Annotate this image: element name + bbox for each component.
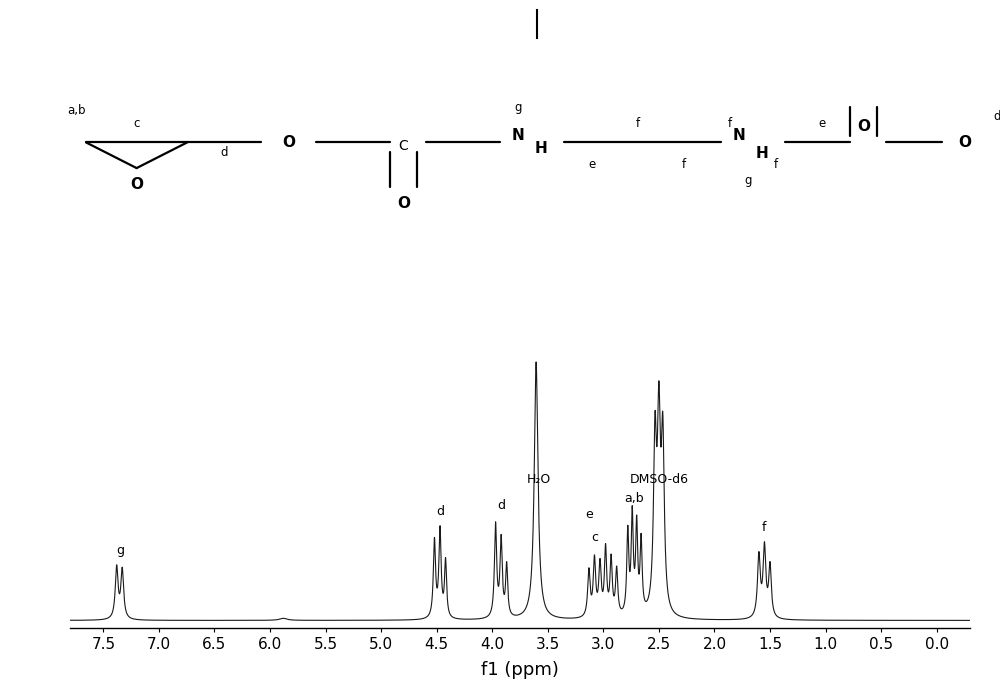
Text: g: g bbox=[745, 174, 752, 188]
Text: H: H bbox=[756, 146, 769, 161]
Text: e: e bbox=[585, 508, 593, 521]
Text: N: N bbox=[512, 128, 525, 144]
Text: O: O bbox=[397, 196, 410, 211]
Text: a,b: a,b bbox=[68, 104, 86, 117]
Text: O: O bbox=[857, 119, 870, 134]
Text: f: f bbox=[682, 158, 686, 172]
Text: d: d bbox=[220, 145, 228, 158]
Text: N: N bbox=[733, 128, 746, 144]
X-axis label: f1 (ppm): f1 (ppm) bbox=[481, 660, 559, 678]
Text: d: d bbox=[993, 110, 1000, 124]
Text: f: f bbox=[762, 521, 767, 534]
Text: f: f bbox=[774, 158, 778, 172]
Text: e: e bbox=[588, 158, 596, 172]
Text: H₂O: H₂O bbox=[527, 473, 551, 486]
Text: a,b: a,b bbox=[625, 492, 644, 505]
Text: H: H bbox=[535, 141, 548, 156]
Text: O: O bbox=[130, 177, 143, 192]
Text: c: c bbox=[591, 531, 598, 544]
Text: O: O bbox=[958, 135, 971, 150]
Text: f: f bbox=[636, 117, 640, 130]
Text: d: d bbox=[436, 505, 444, 519]
Text: C: C bbox=[399, 139, 408, 153]
Text: f: f bbox=[728, 117, 732, 130]
Text: c: c bbox=[133, 117, 140, 130]
Text: g: g bbox=[515, 101, 522, 114]
Text: g: g bbox=[116, 544, 124, 557]
Text: d: d bbox=[497, 499, 505, 512]
Text: DMSO-d6: DMSO-d6 bbox=[629, 473, 688, 486]
Text: e: e bbox=[818, 117, 826, 130]
Text: O: O bbox=[282, 135, 295, 150]
